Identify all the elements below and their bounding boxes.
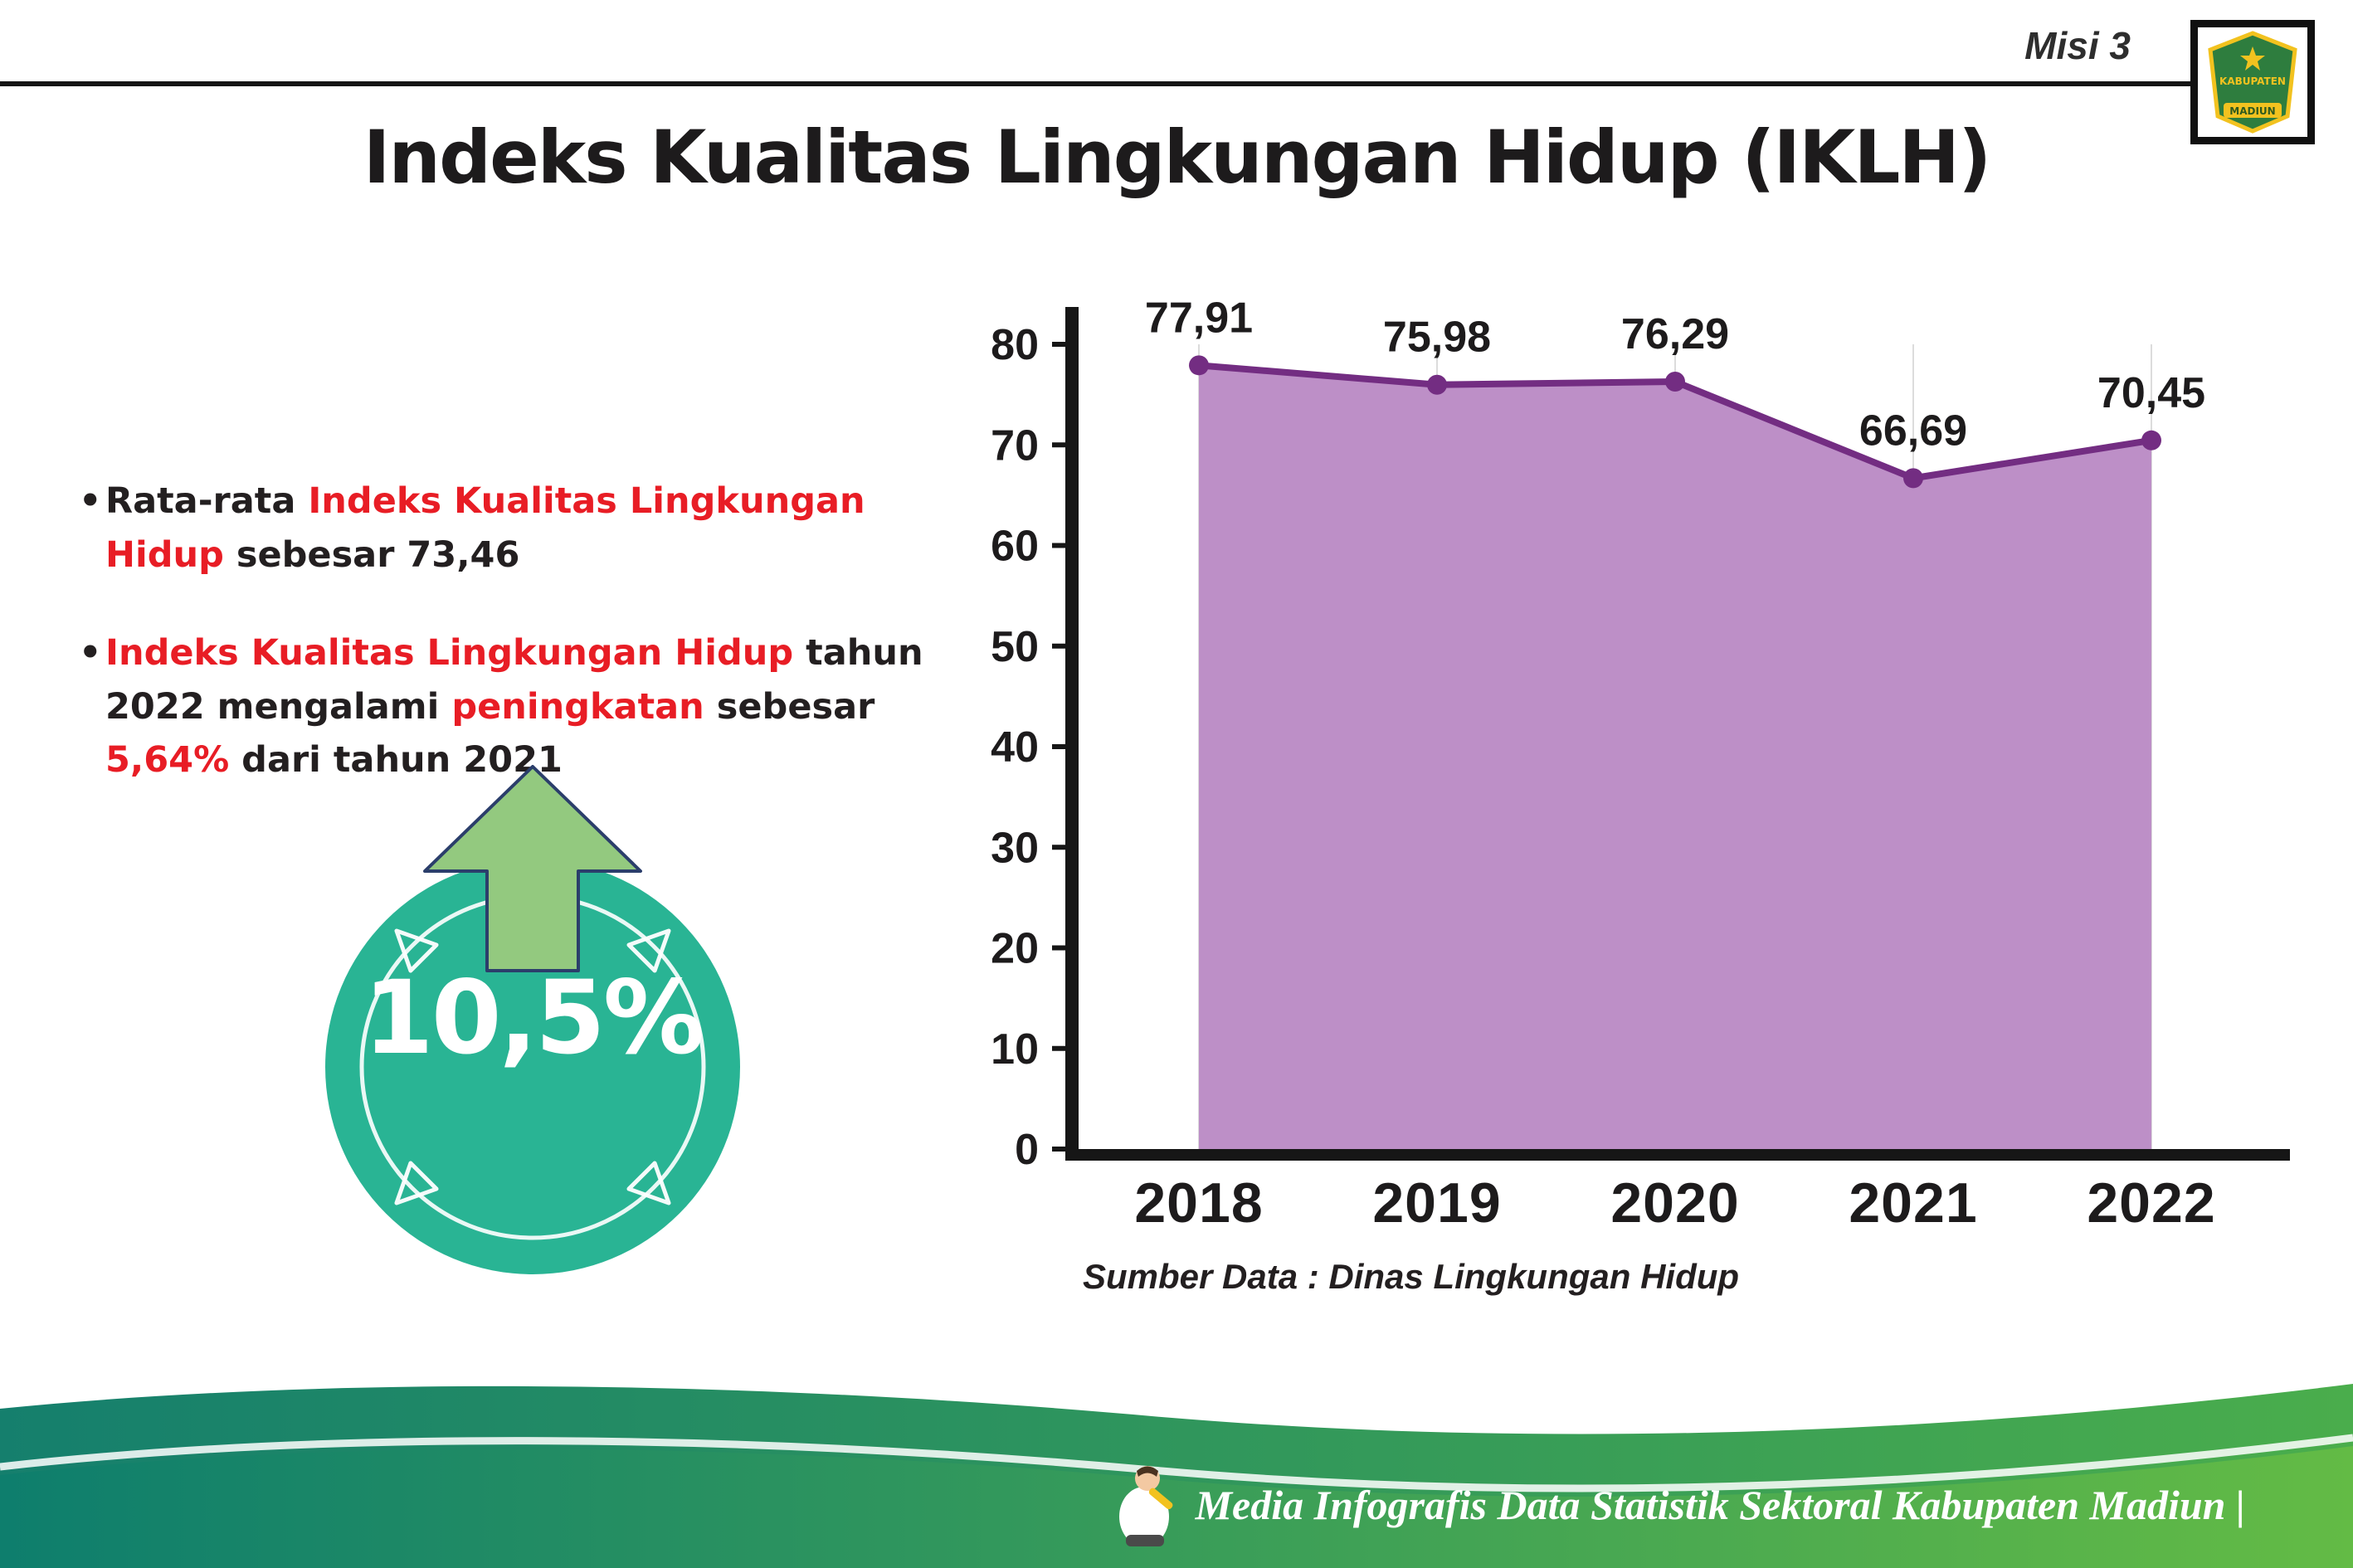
increase-badge-graphic xyxy=(325,765,740,1274)
x-tick-label: 2019 xyxy=(1372,1171,1501,1234)
value-label: 66,69 xyxy=(1859,407,1967,455)
increase-badge: 10,5% xyxy=(324,762,755,1293)
footer-text: Media Infografis Data Statistik Sektoral… xyxy=(1195,1482,2245,1528)
y-tick-label: 0 xyxy=(1015,1126,1039,1174)
bullet-dot: • xyxy=(79,632,102,674)
badge-circle xyxy=(325,859,740,1274)
x-axis xyxy=(1065,1149,2290,1161)
value-label: 75,98 xyxy=(1383,314,1491,362)
x-tick-label: 2020 xyxy=(1610,1171,1739,1234)
x-tick-label: 2018 xyxy=(1134,1171,1263,1234)
bullet-text-average: Rata-rata Indeks Kualitas Lingkungan Hid… xyxy=(105,480,865,576)
y-tick-label: 80 xyxy=(991,321,1039,369)
kabupaten-madiun-logo: KABUPATEN MADIUN xyxy=(2190,20,2315,144)
bullet-text-increase: Indeks Kualitas Lingkungan Hidup tahun 2… xyxy=(105,632,923,781)
data-point xyxy=(1665,371,1685,392)
x-tick-label: 2022 xyxy=(2087,1171,2215,1234)
header-rule xyxy=(0,81,2190,86)
y-tick-label: 50 xyxy=(991,623,1039,671)
data-point xyxy=(1903,468,1923,489)
source-note: Sumber Data : Dinas Lingkungan Hidup xyxy=(1083,1257,1740,1296)
page-title: Indeks Kualitas Lingkungan Hidup (IKLH) xyxy=(363,114,1992,200)
iklh-area-chart: 0 10 20 30 40 50 60 70 80 77,91 2018 75,98 2019 76,29… xyxy=(991,294,2290,1234)
crest-top-text: KABUPATEN xyxy=(2219,75,2286,87)
badge-tick-triangles xyxy=(394,928,671,1205)
value-label: 77,91 xyxy=(1145,294,1253,342)
bullet-item-increase: • Indeks Kualitas Lingkungan Hidup tahun… xyxy=(79,626,983,787)
increase-arrow-icon xyxy=(423,765,642,972)
bullet-list: • Rata-rata Indeks Kualitas Lingkungan H… xyxy=(79,475,983,832)
footer-brand: Media Infografis Data Statistik Sektoral… xyxy=(1109,1462,2245,1548)
bullet-dot: • xyxy=(79,480,102,522)
crest-bottom-text: MADIUN xyxy=(2229,105,2275,117)
y-tick-label: 10 xyxy=(991,1025,1039,1074)
value-label: 76,29 xyxy=(1621,310,1729,358)
badge-value: 10,5% xyxy=(363,959,704,1077)
bullet-item-average: • Rata-rata Indeks Kualitas Lingkungan H… xyxy=(79,475,983,582)
y-tick-label: 60 xyxy=(991,523,1039,571)
footer-wave-graphic xyxy=(0,1384,2353,1568)
data-point xyxy=(1189,355,1209,376)
y-tick-label: 20 xyxy=(991,925,1039,973)
area-fill xyxy=(1199,365,2151,1149)
misi-label: Misi 3 xyxy=(2024,24,2131,67)
y-tick-label: 70 xyxy=(991,421,1039,470)
data-point xyxy=(2141,430,2161,450)
x-tick-label: 2021 xyxy=(1849,1171,1977,1234)
value-label: 70,45 xyxy=(2097,369,2205,417)
data-point xyxy=(1427,374,1447,395)
kabupaten-madiun-crest-icon: KABUPATEN MADIUN xyxy=(2208,31,2297,134)
writing-person-mascot-icon xyxy=(1118,1466,1173,1546)
y-tick-label: 30 xyxy=(991,824,1039,872)
y-axis xyxy=(1065,307,1079,1161)
y-tick-label: 40 xyxy=(991,723,1039,772)
